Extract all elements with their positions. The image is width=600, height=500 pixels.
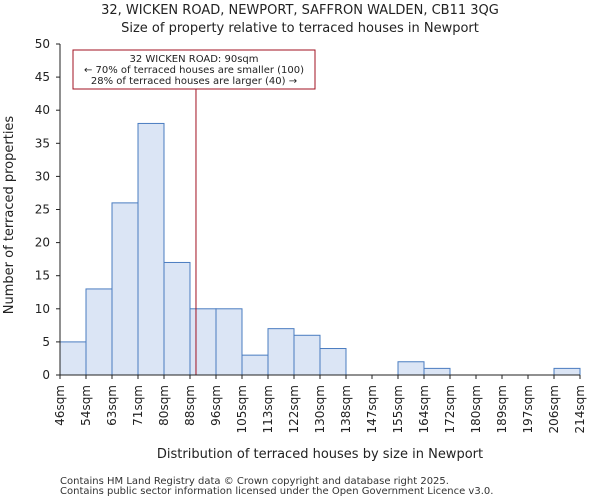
x-tick-label: 180sqm	[469, 385, 483, 433]
bar-96sqm	[215, 308, 243, 376]
bar-80sqm	[163, 261, 191, 376]
chart-subtitle: Size of property relative to terraced ho…	[121, 21, 479, 36]
x-tick-label: 172sqm	[443, 385, 457, 433]
bar-46sqm	[59, 341, 87, 376]
x-tick-label: 71sqm	[131, 385, 145, 426]
bar-88sqm	[189, 308, 217, 376]
annotation-line-3: 28% of terraced houses are larger (40) →	[91, 76, 297, 87]
x-tick-label: 46sqm	[53, 385, 67, 426]
x-tick-label: 197sqm	[521, 385, 535, 433]
x-tick-label: 206sqm	[547, 385, 561, 433]
annotation-line-1: 32 WICKEN ROAD: 90sqm	[129, 54, 258, 65]
y-tick-label: 35	[35, 136, 50, 150]
x-tick-label: 96sqm	[209, 385, 223, 426]
x-ticks: 46sqm 54sqm 63sqm 71sqm 80sqm 88sqm 96sqm 105sq…	[53, 375, 587, 433]
bar-54sqm	[85, 288, 113, 376]
y-tick-label: 40	[35, 103, 50, 117]
y-tick-label: 20	[35, 236, 50, 250]
footer-line-1: Contains HM Land Registry data © Crown c…	[60, 476, 449, 487]
y-tick-label: 50	[35, 37, 50, 51]
y-tick-label: 45	[35, 70, 50, 84]
footer-line-2: Contains public sector information licen…	[60, 486, 493, 497]
x-tick-label: 54sqm	[79, 385, 93, 426]
x-tick-label: 189sqm	[495, 385, 509, 433]
bar-113sqm	[267, 328, 295, 376]
y-tick-label: 0	[42, 368, 50, 382]
x-tick-label: 164sqm	[417, 385, 431, 433]
y-ticks: 0 5 10 15 20 25 30 35 40 45 50	[35, 37, 60, 382]
bars-group	[59, 122, 581, 376]
y-tick-label: 15	[35, 269, 50, 283]
x-tick-label: 155sqm	[391, 385, 405, 433]
x-tick-label: 214sqm	[573, 385, 587, 433]
y-tick-label: 5	[42, 335, 50, 349]
x-tick-label: 130sqm	[313, 385, 327, 433]
property-marker: 32 WICKEN ROAD: 90sqm ← 70% of terraced …	[72, 49, 316, 375]
x-tick-label: 105sqm	[235, 385, 249, 433]
y-tick-label: 10	[35, 302, 50, 316]
chart-title: 32, WICKEN ROAD, NEWPORT, SAFFRON WALDEN…	[101, 3, 499, 18]
bar-63sqm	[111, 202, 139, 376]
annotation-box	[72, 49, 316, 90]
x-tick-label: 113sqm	[261, 385, 275, 433]
x-tick-label: 138sqm	[339, 385, 353, 433]
bar-164sqm	[423, 367, 451, 376]
y-axis-label: Number of terraced properties	[2, 116, 17, 315]
bar-130sqm	[319, 348, 347, 376]
x-tick-label: 88sqm	[183, 385, 197, 426]
x-tick-label: 63sqm	[105, 385, 119, 426]
bar-71sqm	[137, 122, 165, 376]
bar-206sqm	[553, 367, 581, 376]
y-tick-label: 30	[35, 169, 50, 183]
x-tick-label: 147sqm	[365, 385, 379, 433]
x-tick-label: 80sqm	[157, 385, 171, 426]
bar-122sqm	[293, 334, 321, 376]
y-tick-label: 25	[35, 203, 50, 217]
bar-155sqm	[397, 361, 425, 376]
bar-105sqm	[241, 354, 269, 376]
x-axis-label: Distribution of terraced houses by size …	[157, 447, 483, 462]
annotation-line-2: ← 70% of terraced houses are smaller (10…	[84, 65, 304, 76]
x-tick-label: 122sqm	[287, 385, 301, 433]
